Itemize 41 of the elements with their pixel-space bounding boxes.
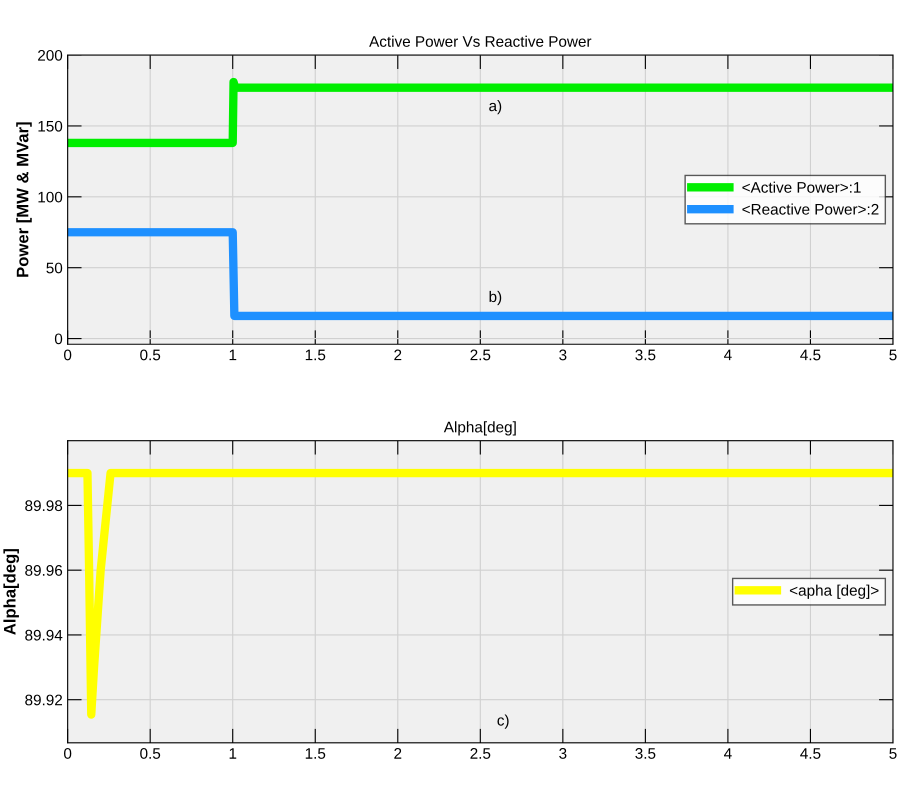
annotation: c) <box>497 714 509 729</box>
y-tick-label: 150 <box>38 120 62 132</box>
y-tick-label: 100 <box>38 192 62 203</box>
x-tick-label: 1 <box>230 748 236 759</box>
x-tick-label: 3.5 <box>635 748 656 759</box>
x-tick-label: 2 <box>394 748 402 759</box>
x-tick-label: 4 <box>724 748 732 759</box>
x-tick-label: 1.5 <box>306 350 326 360</box>
y-tick-label: 200 <box>38 50 62 61</box>
y-axis-title: Alpha[deg] <box>3 549 20 635</box>
x-tick-label: 0.5 <box>140 748 160 759</box>
x-tick-label: 0.5 <box>140 350 160 360</box>
x-tick-label: 1 <box>230 350 236 360</box>
y-tick-label: 89.98 <box>25 500 62 512</box>
x-tick-label: 4 <box>724 350 732 360</box>
chart-title: Alpha[deg] <box>444 421 516 436</box>
y-tick-label: 89.96 <box>25 565 62 576</box>
y-tick-label: 89.92 <box>25 694 62 706</box>
legend-label: <apha [deg]> <box>790 584 878 599</box>
x-tick-label: 5 <box>889 350 897 360</box>
x-tick-label: 3.5 <box>635 350 656 360</box>
x-tick-label: 4.5 <box>800 350 820 360</box>
x-tick-label: 0 <box>64 748 72 759</box>
y-tick-label: 89.94 <box>25 630 62 641</box>
x-tick-label: 4.5 <box>800 748 820 759</box>
x-tick-label: 2.5 <box>470 350 490 360</box>
y-axis-title: Power [MW & MVar] <box>16 122 32 277</box>
annotation: b) <box>490 290 502 306</box>
legend-label: <Reactive Power>:2 <box>742 203 878 215</box>
x-tick-label: 3 <box>559 350 566 360</box>
x-tick-label: 5 <box>889 748 897 759</box>
annotation: a) <box>489 100 502 114</box>
x-tick-label: 2.5 <box>470 748 490 759</box>
y-tick-label: 50 <box>46 262 62 274</box>
x-tick-label: 3 <box>559 748 566 759</box>
x-tick-label: 0 <box>64 350 72 360</box>
y-tick-label: 0 <box>54 333 62 344</box>
legend-label: <Active Power>:1 <box>742 182 861 193</box>
chart-title: Active Power Vs Reactive Power <box>369 36 592 47</box>
x-tick-label: 2 <box>394 350 402 360</box>
x-tick-label: 1.5 <box>306 748 326 759</box>
